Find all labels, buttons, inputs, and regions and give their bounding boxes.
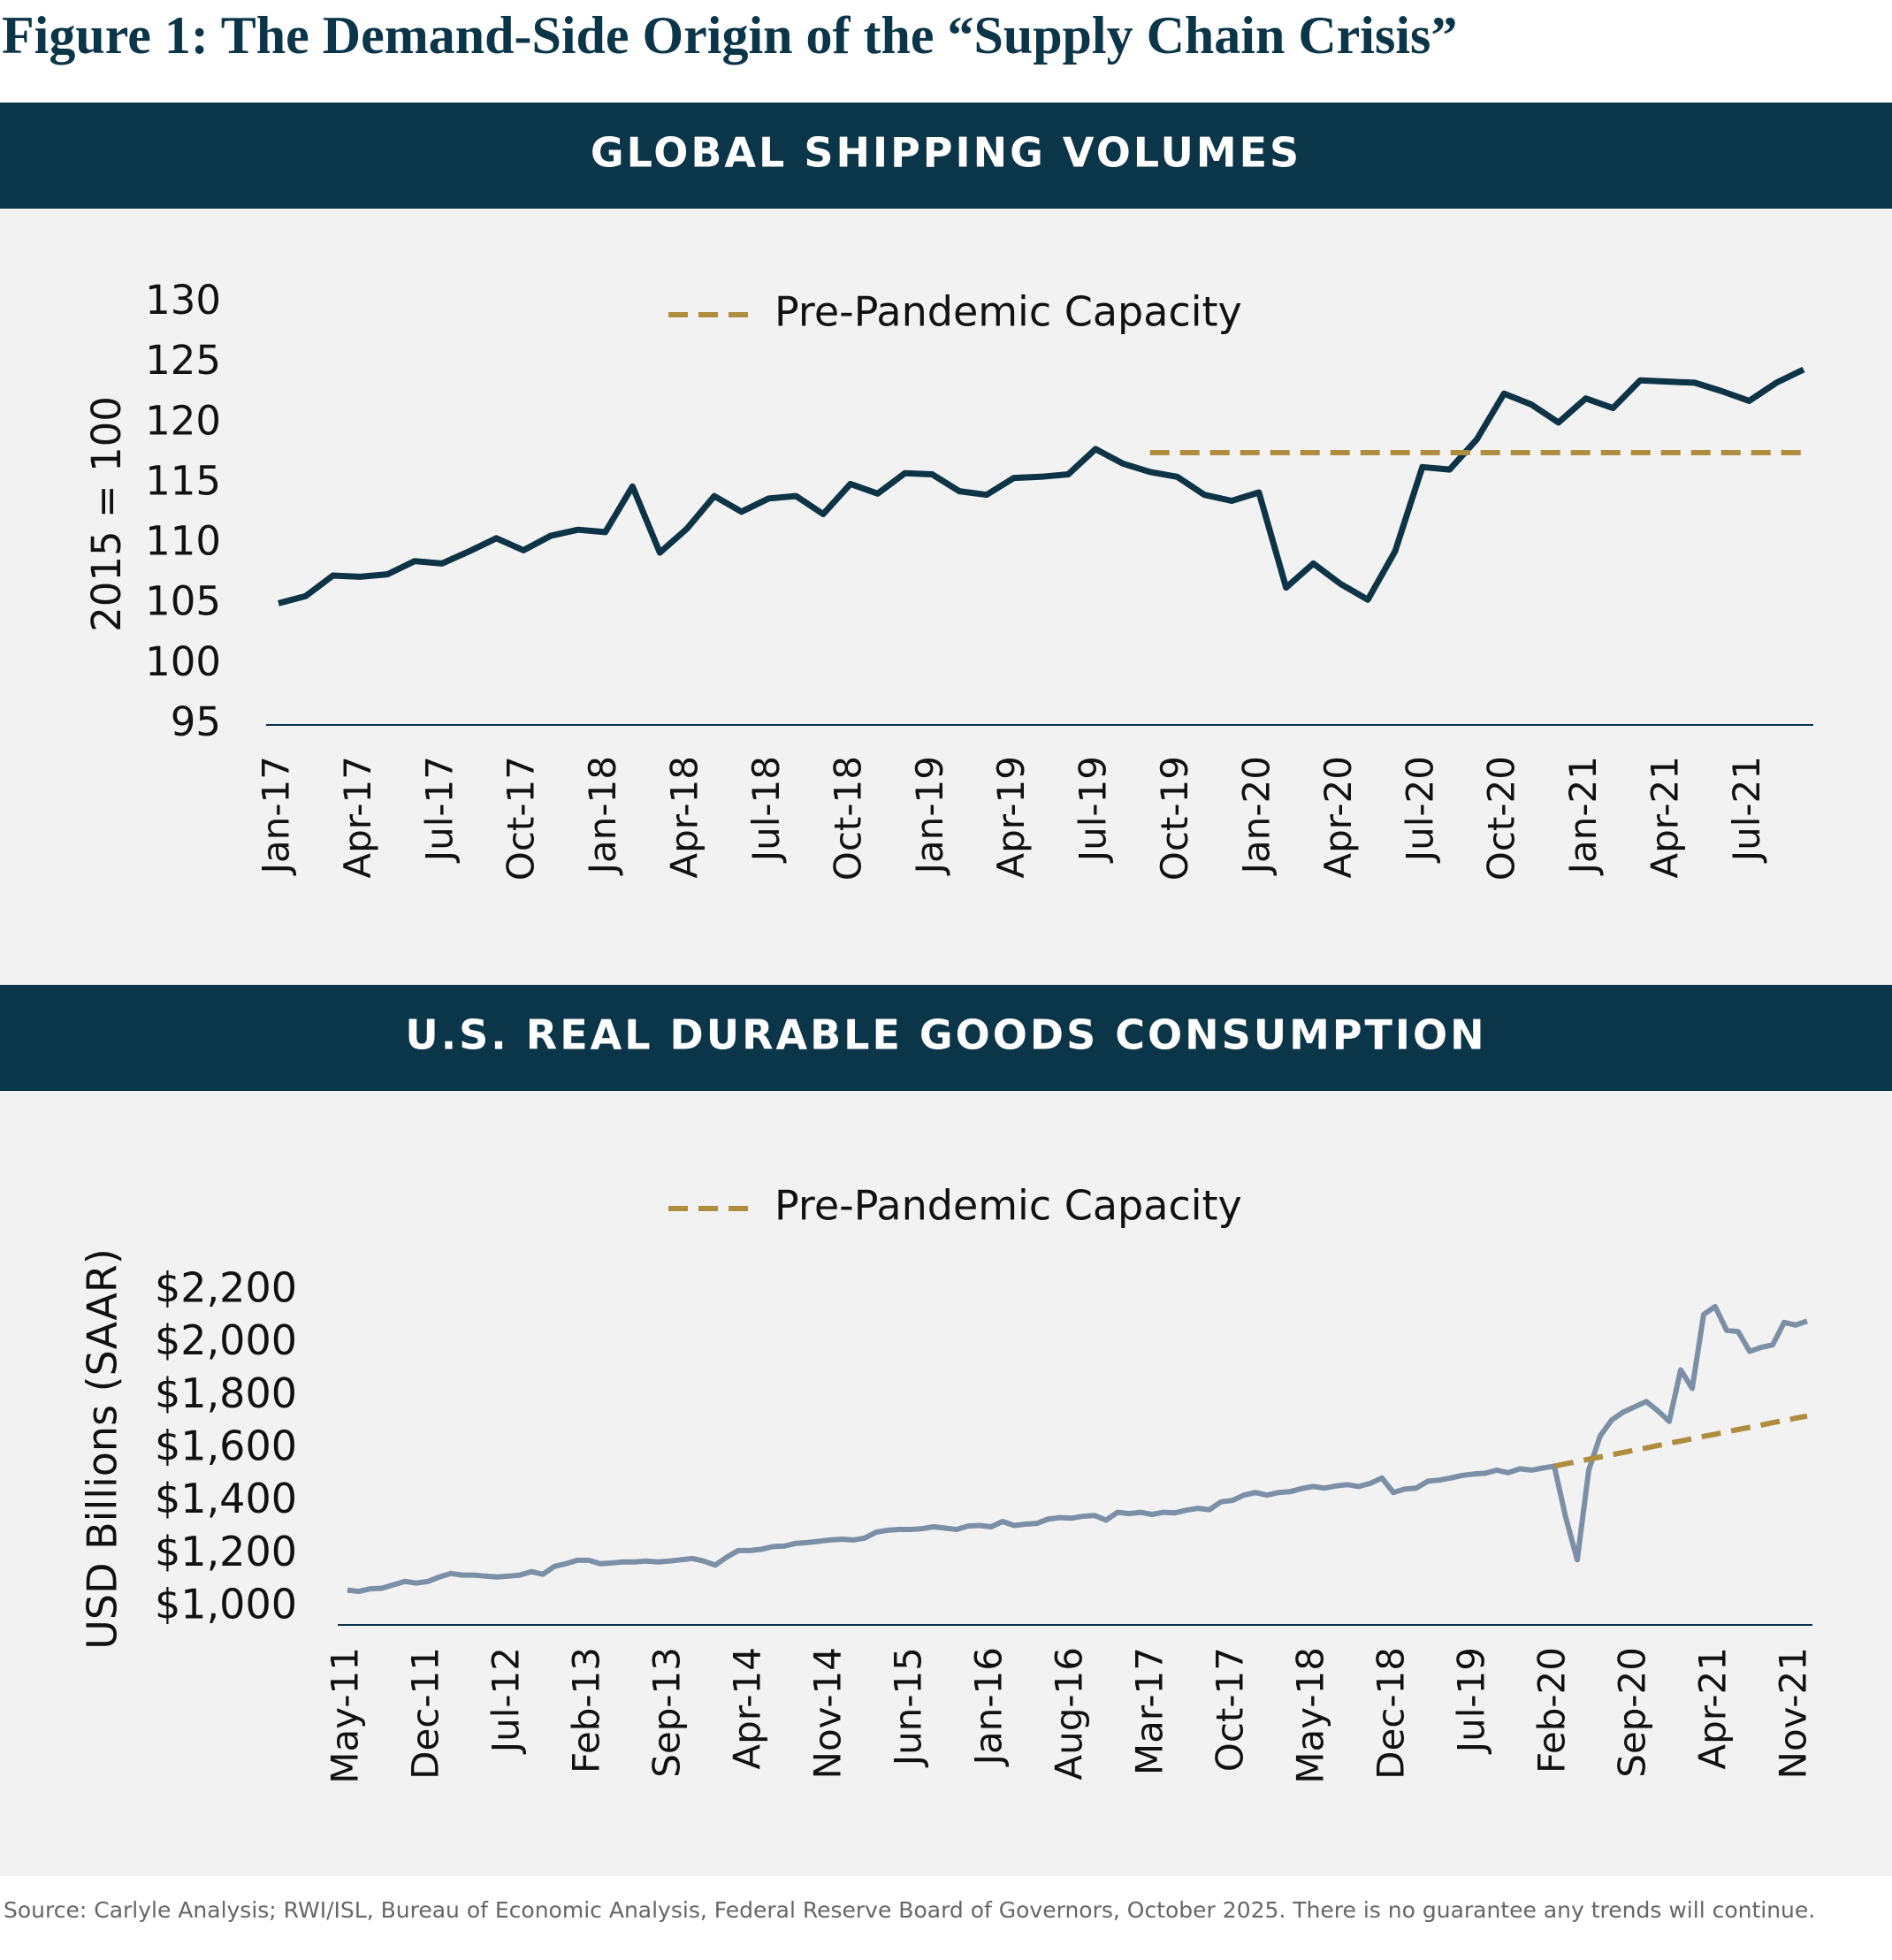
y-tick-label: 110 <box>145 518 221 565</box>
y-tick-label: $1,800 <box>155 1369 297 1417</box>
x-tick-label: Sep-20 <box>1611 1647 1654 1778</box>
x-tick-label: Oct-17 <box>500 756 543 881</box>
x-tick-label: Mar-17 <box>1128 1647 1171 1775</box>
x-tick-label: Apr-19 <box>989 756 1033 879</box>
x-tick-label: Aug-16 <box>1048 1647 1091 1781</box>
x-tick-label: Jan-17 <box>255 756 298 876</box>
figure-title: Figure 1: The Demand-Side Origin of the … <box>2 6 1458 65</box>
y-tick-label: 105 <box>145 578 221 625</box>
x-tick-label: May-11 <box>324 1647 367 1784</box>
x-tick-label: Feb-13 <box>565 1647 608 1773</box>
x-tick-label: Apr-21 <box>1691 1647 1735 1770</box>
x-tick-label: Dec-11 <box>404 1647 447 1780</box>
source-note: Source: Carlyle Analysis; RWI/ISL, Burea… <box>4 1897 1816 1923</box>
panel-title: GLOBAL SHIPPING VOLUMES <box>591 129 1301 177</box>
x-tick-label: Nov-14 <box>806 1647 850 1779</box>
y-tick-label: $1,000 <box>155 1581 297 1628</box>
x-tick-label: Jan-20 <box>1234 756 1278 876</box>
x-tick-label: Jul-21 <box>1725 756 1768 864</box>
x-tick-label: Apr-14 <box>726 1647 769 1770</box>
x-tick-label: Oct-18 <box>826 756 869 881</box>
y-tick-label: 120 <box>145 397 221 444</box>
legend-label: Pre-Pandemic Capacity <box>774 288 1242 336</box>
legend-label: Pre-Pandemic Capacity <box>774 1182 1242 1230</box>
x-tick-label: Apr-20 <box>1316 756 1360 879</box>
x-tick-label: Oct-17 <box>1209 1647 1252 1772</box>
chart: GLOBAL SHIPPING VOLUMES 2015 = 100 95 100 10… <box>0 103 1892 1876</box>
x-tick-label: Jan-19 <box>908 756 951 876</box>
y-axis-title: 2015 = 100 <box>83 396 130 632</box>
x-tick-label: Jan-16 <box>967 1647 1011 1767</box>
y-tick-label: 95 <box>171 698 221 745</box>
y-tick-label: 100 <box>145 638 221 685</box>
x-tick-label: May-18 <box>1289 1647 1332 1784</box>
x-tick-label: Jul-20 <box>1398 756 1441 864</box>
y-tick-label: $2,000 <box>155 1316 297 1364</box>
x-tick-label: Jul-19 <box>1072 756 1115 864</box>
panel-background <box>0 1091 1892 1876</box>
x-tick-label: Sep-13 <box>645 1647 689 1778</box>
y-tick-label: $1,600 <box>155 1422 297 1470</box>
y-tick-label: $1,200 <box>155 1528 297 1575</box>
panel-header <box>0 985 1892 1091</box>
x-tick-label: Jul-19 <box>1450 1647 1493 1755</box>
x-tick-label: Oct-19 <box>1153 756 1196 881</box>
series-line <box>278 366 1805 606</box>
x-tick-label: Jun-15 <box>887 1647 930 1768</box>
series-line <box>1553 1413 1808 1469</box>
x-tick-label: Feb-20 <box>1530 1647 1574 1773</box>
panel-title: U.S. REAL DURABLE GOODS CONSUMPTION <box>405 1011 1486 1059</box>
x-tick-label: Oct-20 <box>1480 756 1523 881</box>
x-tick-label: Apr-21 <box>1643 756 1686 879</box>
x-tick-label: Jul-17 <box>417 756 461 864</box>
series-line <box>347 1303 1808 1595</box>
x-tick-label: Jan-18 <box>581 756 624 876</box>
y-tick-label: 130 <box>145 277 221 324</box>
x-tick-label: Jan-21 <box>1561 756 1605 876</box>
y-tick-label: 115 <box>145 457 221 504</box>
panel-background <box>0 209 1892 985</box>
x-tick-label: Dec-18 <box>1369 1647 1413 1780</box>
y-tick-label: $1,400 <box>155 1475 297 1522</box>
x-tick-label: Apr-17 <box>336 756 379 879</box>
x-tick-label: Nov-21 <box>1772 1647 1815 1779</box>
y-axis-title: USD Billions (SAAR) <box>79 1248 126 1650</box>
x-tick-label: Jul-18 <box>744 756 788 864</box>
x-tick-label: Jul-12 <box>484 1647 528 1755</box>
y-tick-label: 125 <box>145 337 221 384</box>
panel-header <box>0 103 1892 209</box>
x-tick-label: Apr-18 <box>663 756 706 879</box>
y-tick-label: $2,200 <box>155 1264 297 1312</box>
